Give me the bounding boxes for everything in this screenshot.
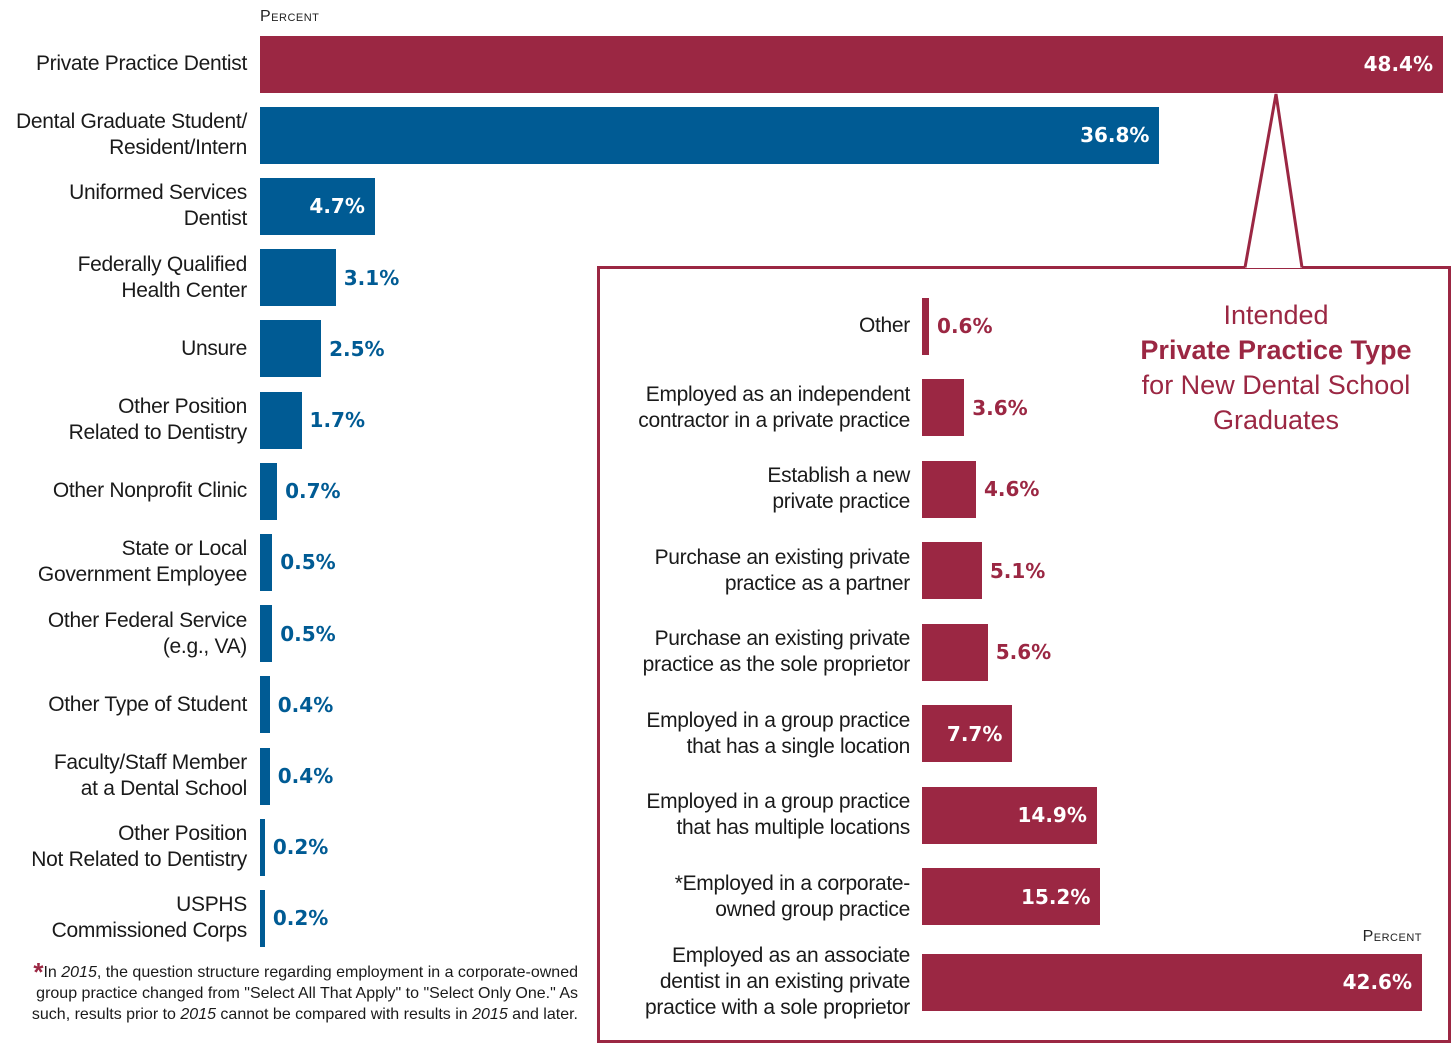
right-category-label: Employed in a group practice that has mu…	[646, 790, 910, 839]
callout-pointer-fill	[1245, 94, 1302, 268]
right-category-label: Employed as an associate dentist in an e…	[645, 944, 910, 1019]
right-value-axis-label: Percent	[1362, 927, 1422, 945]
left-bar	[260, 249, 336, 307]
left-bar	[260, 462, 278, 520]
right-bar	[922, 460, 976, 518]
left-category-label: Faculty/Staff Member at a Dental School	[53, 751, 247, 800]
left-value-label: 1.7%	[309, 408, 366, 432]
right-category-label: Employed in a group practice that has a …	[646, 708, 910, 758]
callout-title-line-3: for New Dental School	[1141, 370, 1411, 400]
right-value-label: 42.6%	[1342, 970, 1412, 994]
left-category-label: Other Federal Service (e.g., VA)	[47, 608, 247, 658]
right-category-label: Employed as an independent contractor in…	[638, 382, 910, 432]
left-bar	[260, 391, 302, 449]
left-value-label: 4.7%	[309, 194, 365, 219]
left-bar	[260, 818, 265, 876]
right-bar	[922, 786, 1097, 844]
callout-pointer-line	[1243, 93, 1304, 268]
right-category-label: Purchase an existing private practice as…	[642, 627, 911, 676]
left-category-label: Other Nonprofit Clinic	[52, 479, 247, 503]
left-bar	[260, 676, 270, 734]
right-value-label: 7.7%	[946, 721, 1003, 746]
left-bar	[260, 177, 375, 235]
left-bar	[260, 320, 322, 378]
right-category-label: Purchase an existing private practice as…	[654, 545, 911, 595]
left-category-label: USPHS Commissioned Corps	[51, 893, 248, 943]
left-value-label: 0.4%	[277, 692, 334, 717]
callout-title-line-4: Graduates	[1212, 405, 1340, 435]
footnote-text-1: In	[43, 964, 62, 981]
footnote-text-2: , the question structure regarding emplo…	[31, 964, 578, 1023]
callout-title-line-2: Private Practice Type	[1140, 335, 1412, 365]
right-bar	[922, 542, 982, 599]
left-category-label: Other Position Not Related to Dentistry	[31, 822, 247, 872]
left-bar	[260, 35, 1443, 93]
left-bar	[260, 533, 273, 591]
right-category-label: *Employed in a corporate- owned group pr…	[674, 871, 911, 921]
right-bar	[922, 623, 988, 681]
left-bar	[260, 106, 1160, 164]
right-bar	[922, 297, 930, 355]
right-bar	[922, 379, 965, 436]
left-category-label: Federally Qualified Health Center	[77, 252, 248, 302]
footnote-text-4: and later.	[507, 1006, 578, 1023]
left-category-label: Other Type of Student	[48, 692, 247, 716]
left-value-label: 36.8%	[1080, 123, 1150, 148]
right-value-label: 4.6%	[983, 477, 1040, 501]
right-category-label: Other	[858, 314, 910, 337]
left-value-axis-label: Percent	[260, 8, 320, 25]
left-category-label: Unsure	[181, 336, 247, 360]
left-category-label: Dental Graduate Student/ Resident/Intern	[16, 110, 247, 160]
left-bar	[260, 889, 265, 947]
footnote-asterisk: *	[33, 962, 44, 987]
callout-title-line-1: Intended	[1223, 300, 1329, 330]
left-value-label: 0.2%	[272, 906, 329, 931]
left-value-label: 0.5%	[280, 621, 336, 646]
left-bar	[260, 747, 270, 805]
left-value-label: 3.1%	[343, 265, 400, 290]
left-category-label: Private Practice Dentist	[35, 52, 247, 75]
left-value-label: 48.4%	[1363, 52, 1433, 76]
left-bar	[260, 605, 273, 663]
right-bar	[922, 868, 1101, 925]
right-category-label: Establish a new private practice	[767, 464, 910, 513]
footnote-year-2: 2015	[180, 1006, 216, 1023]
left-category-label: State or Local Government Employee	[37, 537, 247, 587]
right-value-label: 5.1%	[989, 558, 1046, 583]
footnote-year-3: 2015	[472, 1006, 508, 1023]
right-value-label: 15.2%	[1021, 884, 1091, 909]
callout-title: Intended Private Practice Type for New D…	[1120, 298, 1432, 438]
right-value-label: 14.9%	[1017, 803, 1087, 827]
left-category-label: Other Position Related to Dentistry	[68, 395, 248, 444]
footnote: *In 2015, the question structure regardi…	[10, 962, 578, 1046]
left-value-label: 0.5%	[280, 550, 336, 575]
right-value-label: 3.6%	[972, 395, 1028, 420]
right-value-label: 5.6%	[995, 640, 1052, 664]
right-value-label: 0.6%	[937, 314, 993, 338]
callout-box	[597, 266, 1451, 1043]
footnote-year-1: 2015	[61, 964, 97, 981]
left-value-label: 2.5%	[329, 336, 385, 361]
left-category-label: Uniformed Services Dentist	[69, 181, 247, 231]
footnote-text-3: cannot be compared with results in	[215, 1006, 473, 1023]
left-value-label: 0.4%	[277, 764, 334, 788]
right-bar	[922, 705, 1013, 762]
right-bar	[922, 953, 1422, 1011]
left-value-label: 0.7%	[285, 479, 341, 504]
left-value-label: 0.2%	[272, 835, 329, 860]
